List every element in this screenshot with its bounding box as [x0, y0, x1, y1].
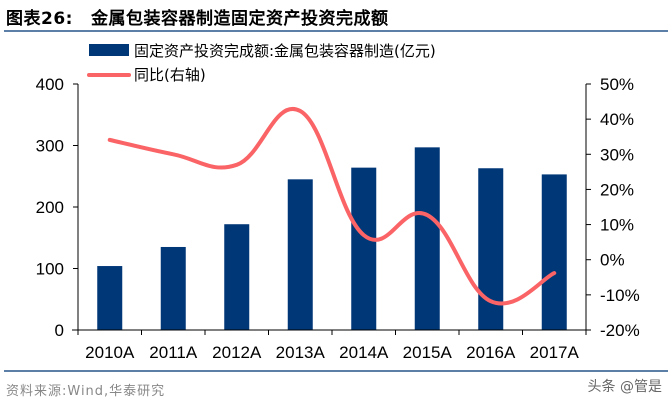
x-tick-label: 2010A [85, 343, 135, 362]
bar-2014A [351, 167, 377, 330]
left-tick-label: 0 [55, 321, 64, 340]
right-tick-label: 50% [600, 75, 634, 94]
x-tick-label: 2014A [339, 343, 389, 362]
legend: 固定资产投资完成额:金属包装容器制造(亿元) 同比(右轴) [87, 42, 436, 84]
figure-title-text: 金属包装容器制造固定资产投资完成额 [90, 9, 389, 29]
bottom-divider [4, 370, 668, 372]
left-tick-label: 400 [36, 75, 64, 94]
left-tick-label: 200 [36, 198, 64, 217]
right-tick-label: 10% [600, 216, 634, 235]
bar-2010A [97, 266, 123, 330]
source-note: 资料来源:Wind,华泰研究 [6, 384, 166, 399]
bar-2013A [287, 179, 313, 330]
left-tick-label: 100 [36, 260, 64, 279]
yoy-line [107, 106, 557, 306]
legend-line-label: 同比(右轴) [134, 66, 206, 84]
x-tick-label: 2016A [466, 343, 516, 362]
right-tick-label: 0% [600, 251, 625, 270]
bar-2016A [478, 168, 504, 330]
bar-2017A [541, 174, 567, 330]
right-tick-label: 20% [600, 180, 634, 199]
x-tick-label: 2015A [403, 343, 453, 362]
figure-title: 图表26: 金属包装容器制造固定资产投资完成额 [6, 4, 388, 29]
legend-bar-swatch [89, 44, 129, 56]
x-tick-label: 2013A [276, 343, 326, 362]
figure-number: 图表26: [6, 9, 73, 29]
watermark: 头条 @管是 [587, 379, 662, 395]
x-tick-label: 2011A [149, 343, 198, 362]
left-tick-label: 300 [36, 137, 64, 156]
right-tick-label: -10% [600, 286, 640, 305]
bar-2015A [414, 147, 440, 330]
bar-2012A [224, 224, 250, 330]
top-divider [4, 30, 668, 32]
right-tick-label: 40% [600, 110, 634, 129]
x-tick-label: 2017A [530, 343, 580, 362]
legend-bar-label: 固定资产投资完成额:金属包装容器制造(亿元) [134, 42, 436, 60]
bar-2011A [160, 246, 186, 330]
right-tick-label: -20% [600, 321, 640, 340]
right-tick-label: 30% [600, 145, 634, 164]
x-tick-label: 2012A [212, 343, 262, 362]
